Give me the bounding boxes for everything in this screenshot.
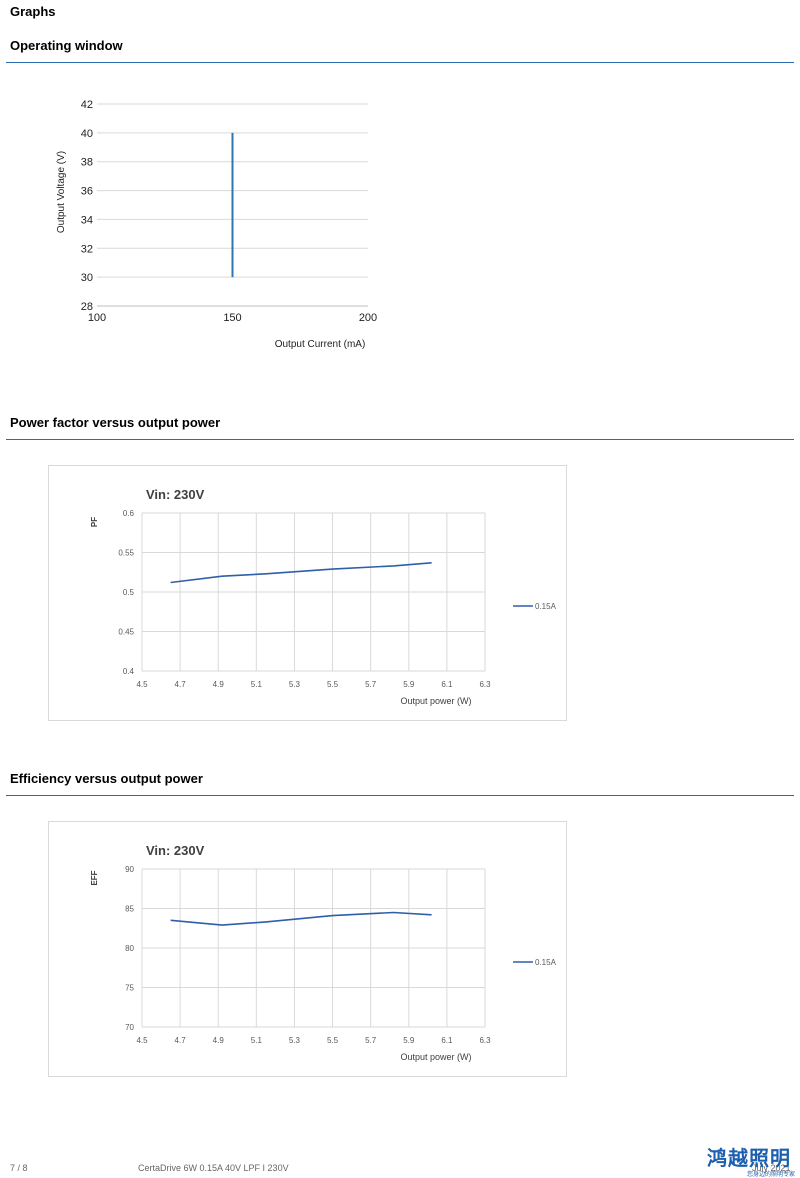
x-tick-label: 6.3 — [479, 1036, 491, 1045]
section-title-efficiency: Efficiency versus output power — [10, 771, 203, 786]
x-tick-label: 6.1 — [441, 680, 453, 689]
x-tick-label: 150 — [223, 312, 241, 324]
x-tick-label: 5.9 — [403, 1036, 415, 1045]
x-tick-label: 5.1 — [251, 1036, 263, 1045]
y-tick-label: 28 — [81, 301, 93, 313]
x-tick-label: 4.9 — [213, 680, 225, 689]
y-tick-label: 0.45 — [118, 628, 134, 637]
power-factor-chart-frame: Vin: 230V 0.4 0.45 0.5 0.55 0.6 4.5 4.7 4.9 5.1 5.… — [48, 465, 567, 721]
x-tick-label: 5.5 — [327, 680, 339, 689]
series-line — [170, 562, 432, 584]
x-tick-label: 5.7 — [365, 1036, 377, 1045]
x-tick-label: 5.7 — [365, 680, 377, 689]
page-number: 7 / 8 — [10, 1163, 28, 1173]
x-tick-label: 4.7 — [175, 1036, 187, 1045]
y-tick-label: 0.6 — [123, 509, 135, 518]
x-tick-label: 6.3 — [479, 680, 491, 689]
y-tick-label: 36 — [81, 186, 93, 198]
x-axis-title: Output power (W) — [400, 1052, 471, 1062]
x-tick-label: 5.1 — [251, 680, 263, 689]
y-tick-label: 30 — [81, 272, 93, 284]
y-tick-label: 40 — [81, 128, 93, 140]
x-tick-label: 4.5 — [136, 1036, 148, 1045]
x-tick-label: 5.3 — [289, 680, 301, 689]
x-axis-title: Output Current (mA) — [275, 339, 366, 350]
y-axis-title: EFF — [90, 870, 99, 885]
y-tick-label: 32 — [81, 243, 93, 255]
x-tick-label: 5.9 — [403, 680, 415, 689]
x-tick-label: 100 — [88, 312, 106, 324]
x-tick-label: 4.7 — [175, 680, 187, 689]
section-divider — [6, 795, 794, 796]
y-tick-label: 70 — [125, 1023, 134, 1032]
x-tick-label: 4.9 — [213, 1036, 225, 1045]
brand-logo-subtitle: 您身边的照明专家 — [746, 1171, 795, 1178]
y-tick-label: 38 — [81, 157, 93, 169]
operating-window-chart: 28 30 32 34 36 38 40 42 100 150 200 Output Current … — [56, 99, 377, 350]
y-axis-title: PF — [90, 517, 99, 527]
section-title-operating-window: Operating window — [10, 38, 123, 53]
x-tick-label: 4.5 — [136, 680, 148, 689]
efficiency-chart-frame: Vin: 230V 70 75 80 85 90 4.5 4.7 4.9 5.1 5.3 5.5 5.7… — [48, 821, 567, 1077]
x-tick-label: 200 — [359, 312, 377, 324]
y-axis-title: Output Voltage (V) — [56, 151, 67, 233]
x-axis-title: Output power (W) — [400, 696, 471, 706]
section-divider — [6, 62, 794, 63]
y-tick-label: 34 — [81, 214, 93, 226]
brand-logo: 鸿越照明 您身边的照明专家 — [703, 1142, 795, 1178]
x-tick-label: 5.5 — [327, 1036, 339, 1045]
series-line — [170, 911, 432, 926]
y-tick-label: 75 — [125, 984, 134, 993]
chart-title: Vin: 230V — [146, 843, 205, 858]
y-tick-label: 90 — [125, 865, 134, 874]
efficiency-chart: Vin: 230V 70 75 80 85 90 4.5 4.7 4.9 5.1 5.3 5.5 5.7… — [90, 843, 557, 1062]
page-heading: Graphs — [10, 4, 56, 19]
y-tick-label: 0.4 — [123, 667, 135, 676]
x-tick-label: 5.3 — [289, 1036, 301, 1045]
product-name: CertaDrive 6W 0.15A 40V LPF I 230V — [138, 1163, 289, 1173]
x-tick-label: 6.1 — [441, 1036, 453, 1045]
chart-title: Vin: 230V — [146, 487, 205, 502]
legend-label: 0.15A — [535, 958, 557, 967]
document-date: July 2021 — [752, 1163, 791, 1173]
section-title-power-factor: Power factor versus output power — [10, 415, 221, 430]
section-divider — [6, 439, 794, 440]
power-factor-chart: Vin: 230V 0.4 0.45 0.5 0.55 0.6 4.5 4.7 4.9 5.1 5.… — [90, 487, 557, 706]
y-tick-label: 0.55 — [118, 549, 134, 558]
y-tick-label: 85 — [125, 905, 134, 914]
legend-label: 0.15A — [535, 602, 557, 611]
y-tick-label: 42 — [81, 99, 93, 111]
y-tick-label: 80 — [125, 944, 134, 953]
y-tick-label: 0.5 — [123, 588, 135, 597]
brand-logo-text: 鸿越照明 — [707, 1146, 791, 1170]
